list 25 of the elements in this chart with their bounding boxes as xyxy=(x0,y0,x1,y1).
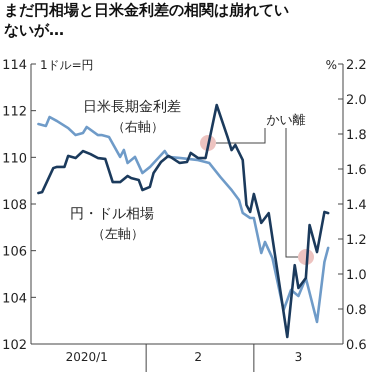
y-tick-label: 114 xyxy=(2,58,27,73)
series-label: 円・ドル相場（左軸） xyxy=(70,206,154,242)
x-tick-label: 2020/1 xyxy=(66,350,108,364)
series-label: 日米長期金利差（右軸） xyxy=(83,99,181,135)
chart-title: まだ円相場と日米金利差の相関は崩れていないが… xyxy=(4,0,290,40)
y2-tick-label: 0.8 xyxy=(346,303,367,318)
y2-tick-label: 2.2 xyxy=(346,58,367,73)
y2-axis-title: % xyxy=(326,58,337,72)
y2-tick-label: 1.0 xyxy=(346,268,367,283)
y-tick-label: 110 xyxy=(2,151,27,166)
x-tick-label: 2 xyxy=(194,350,202,364)
y-axis-title: 1ドル=円 xyxy=(40,58,94,72)
y-tick-label: 112 xyxy=(2,104,27,120)
y2-tick-label: 1.4 xyxy=(346,198,367,213)
y-tick-label: 104 xyxy=(2,291,27,306)
y2-tick-label: 1.8 xyxy=(346,128,367,143)
y2-tick-label: 1.2 xyxy=(346,233,367,248)
y2-tick-label: 0.6 xyxy=(346,338,367,353)
y-tick-label: 102 xyxy=(2,338,27,353)
y-tick-label: 106 xyxy=(2,244,27,260)
annotation: かい離 xyxy=(266,113,306,128)
y2-tick-label: 2.0 xyxy=(346,93,367,108)
y2-tick-label: 1.6 xyxy=(346,163,367,178)
x-tick-label: 3 xyxy=(294,350,302,364)
y-tick-label: 108 xyxy=(2,198,27,213)
